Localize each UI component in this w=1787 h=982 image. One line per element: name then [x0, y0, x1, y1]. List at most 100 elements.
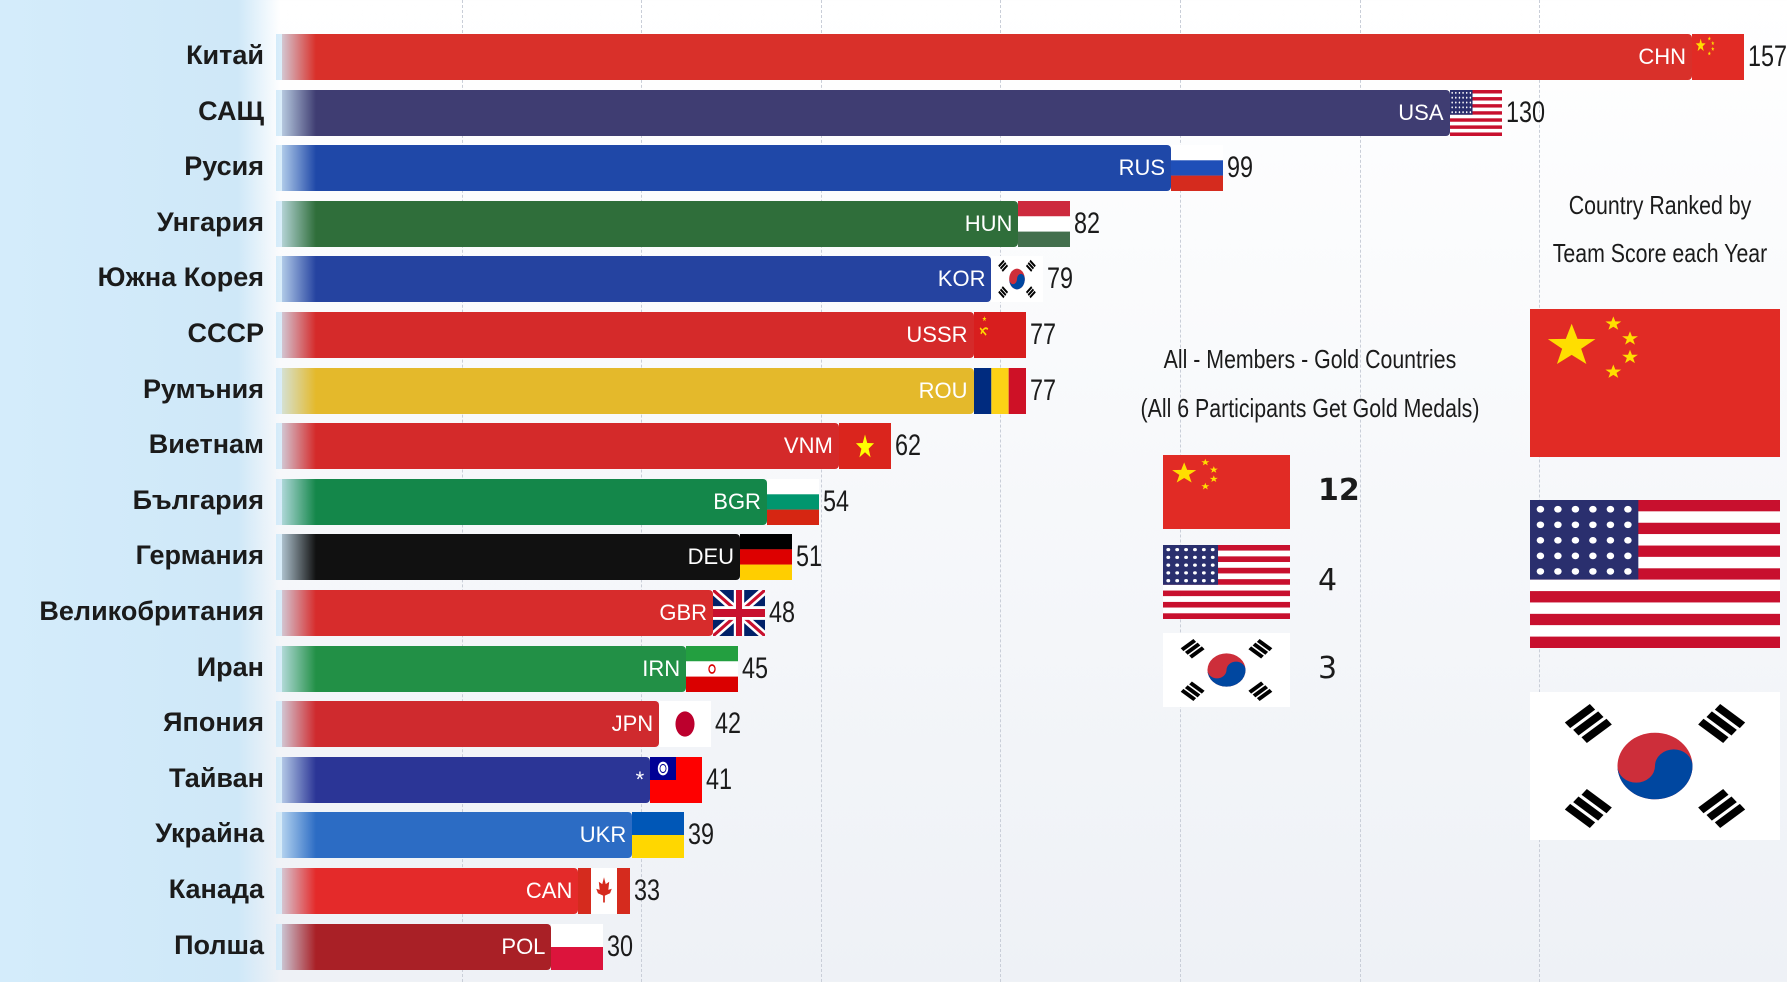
south-korea-flag-icon	[991, 256, 1044, 303]
south-korea-flag-icon	[1530, 692, 1780, 840]
value-label: 82	[1074, 206, 1101, 240]
bar	[282, 645, 687, 692]
country-label: Полша	[174, 929, 264, 960]
country-code-label: CHN	[1638, 44, 1686, 69]
canada-flag-icon	[578, 868, 631, 914]
value-label: 48	[769, 596, 796, 629]
bar	[282, 145, 1172, 192]
bar-fade	[276, 423, 316, 470]
country-label: СССР	[187, 318, 264, 348]
bar-fade	[276, 367, 316, 414]
bar-fade	[276, 200, 316, 247]
gold-count: 4	[1318, 563, 1338, 598]
uk-flag-icon	[713, 590, 766, 636]
country-label: Великобритания	[39, 596, 264, 626]
bar	[282, 367, 974, 414]
country-label: Виетнам	[148, 429, 264, 460]
gold-count: 3	[1318, 651, 1338, 686]
country-code-label: GBR	[659, 600, 708, 625]
germany-flag-icon	[740, 534, 793, 581]
bar-fade	[276, 812, 316, 859]
country-code-label: IRN	[642, 655, 681, 681]
country-label: САЩ	[198, 95, 264, 126]
value-label: 79	[1047, 262, 1074, 296]
country-label: Русия	[184, 151, 264, 182]
country-code-label: UKR	[579, 822, 627, 848]
ranking-title-line2: Team Score each Year	[1552, 238, 1768, 268]
value-label: 42	[715, 707, 742, 741]
usa-flag-icon	[1163, 545, 1290, 619]
hungary-flag-icon	[1018, 200, 1071, 247]
country-code-label: USSR	[906, 322, 968, 347]
vietnam-flag-icon	[838, 423, 891, 470]
country-label: Канада	[168, 874, 264, 904]
china-flag-icon	[1692, 34, 1744, 80]
bar-fade	[276, 756, 316, 803]
value-label: 130	[1505, 95, 1545, 129]
bar	[282, 701, 660, 748]
russia-flag-icon	[1171, 145, 1224, 192]
gold-count: 12	[1318, 473, 1360, 508]
country-code-label: KOR	[937, 266, 986, 292]
usa-flag-icon	[1530, 500, 1780, 648]
country-code-label: ROU	[918, 377, 968, 403]
value-label: 99	[1227, 151, 1254, 185]
country-code-label: *	[635, 766, 645, 792]
country-label: Румъния	[143, 373, 264, 404]
value-label: 77	[1029, 318, 1056, 351]
usa-flag-icon	[1449, 89, 1502, 136]
value-label: 39	[688, 818, 715, 852]
legend-title-line1: All - Members - Gold Countries	[1163, 344, 1457, 374]
ranking-title-line1: Country Ranked by	[1568, 190, 1752, 220]
bar-fade	[276, 868, 316, 914]
value-label: 33	[634, 874, 661, 907]
value-label: 62	[894, 429, 921, 463]
ussr-flag-icon	[973, 312, 1026, 358]
china-flag-icon	[1163, 455, 1290, 529]
country-label: Унгария	[156, 206, 264, 237]
taiwan-flag-icon	[650, 756, 703, 803]
value-label: 54	[822, 484, 849, 518]
gridline	[820, 0, 822, 982]
legend-title-line2: (All 6 Participants Get Gold Medals)	[1140, 393, 1480, 423]
country-code-label: JPN	[611, 711, 654, 737]
bar	[282, 868, 579, 914]
gridline	[1539, 0, 1541, 982]
country-label: Китай	[186, 40, 264, 70]
bar-fade	[276, 312, 316, 358]
bar-fade	[276, 145, 316, 192]
japan-flag-icon	[659, 701, 712, 748]
bar	[282, 590, 714, 636]
gridline	[1359, 0, 1361, 982]
bar	[282, 534, 741, 581]
value-label: 51	[796, 540, 823, 574]
bar-fade	[276, 590, 316, 636]
bar	[282, 34, 1692, 80]
country-code-label: BGR	[713, 488, 761, 514]
bar	[282, 200, 1019, 247]
south-korea-flag-icon	[1163, 633, 1290, 707]
country-label: Тайван	[168, 762, 264, 793]
bulgaria-flag-icon	[766, 478, 819, 525]
romania-flag-icon	[973, 367, 1026, 414]
country-label: Германия	[135, 540, 264, 571]
country-label: Украйна	[155, 818, 264, 849]
bar	[282, 423, 839, 470]
bar	[282, 478, 767, 525]
iran-flag-icon	[686, 645, 739, 692]
country-label: Япония	[163, 707, 264, 738]
bar	[282, 812, 633, 859]
country-code-label: USA	[1398, 99, 1444, 125]
bar-fade	[276, 89, 316, 136]
china-flag-icon	[1530, 309, 1780, 457]
value-label: 157	[1748, 40, 1787, 73]
bar-fade	[276, 534, 316, 581]
country-label: Иран	[196, 651, 264, 682]
bar	[282, 923, 552, 970]
poland-flag-icon	[551, 923, 604, 970]
country-code-label: DEU	[687, 544, 735, 570]
gridline	[1000, 0, 1002, 982]
country-label: Южна Корея	[97, 262, 264, 293]
bar	[282, 89, 1450, 136]
